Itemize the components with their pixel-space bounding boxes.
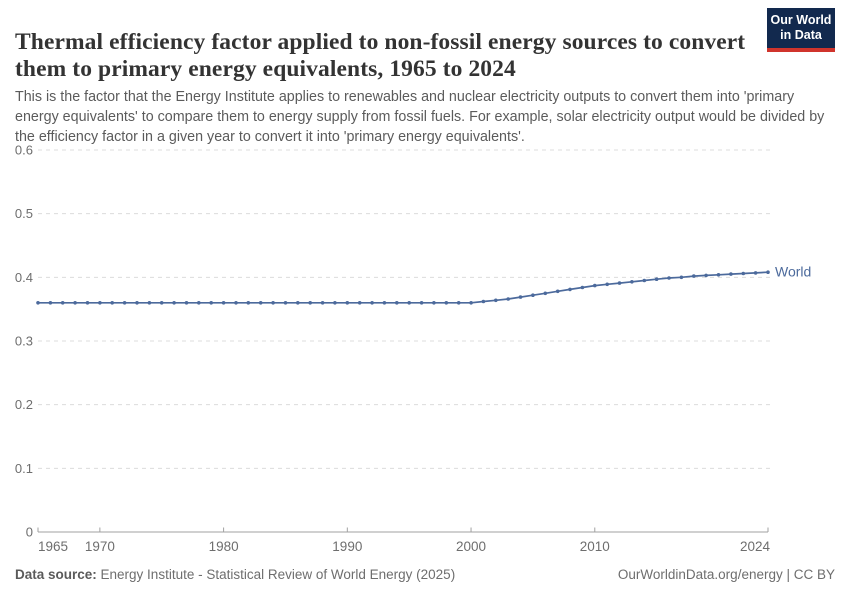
series-line-world[interactable]: [38, 271, 769, 304]
x-tick-label: 1965: [38, 539, 68, 554]
data-source-text: Energy Institute - Statistical Review of…: [96, 567, 456, 582]
x-tick-label: 1970: [85, 539, 115, 554]
data-source-label: Data source:: [15, 567, 97, 582]
x-tick-label: 1980: [209, 539, 239, 554]
x-tick-label: 2010: [580, 539, 610, 554]
series-markers-world: [36, 270, 770, 305]
y-tick-label: 0.3: [15, 334, 33, 349]
owid-logo-line2: in Data: [780, 28, 822, 42]
line-chart-area[interactable]: 0 0.1 0.2 0.3 0.4 0.5 0.6 1965 1970 1980 1990 2000 2…: [0, 140, 850, 560]
y-tick-label: 0: [26, 525, 33, 540]
data-source-note: Data source: Energy Institute - Statisti…: [15, 567, 455, 582]
y-tick-label: 0.2: [15, 397, 33, 412]
chart-subtitle: This is the factor that the Energy Insti…: [15, 89, 825, 145]
y-axis-labels: 0 0.1 0.2 0.3 0.4 0.5 0.6: [15, 143, 33, 540]
chart-footer: Data source: Energy Institute - Statisti…: [15, 567, 835, 582]
x-tick-label: 1990: [332, 539, 362, 554]
x-tick-label: 2024: [740, 539, 771, 554]
x-tick-label: 2000: [456, 539, 486, 554]
y-tick-label: 0.5: [15, 206, 33, 221]
y-tick-label: 0.1: [15, 461, 33, 476]
owid-logo[interactable]: Our World in Data: [767, 8, 835, 52]
x-axis: 1965 1970 1980 1990 2000 2010 2024: [37, 527, 771, 554]
page-title: Thermal efficiency factor applied to non…: [15, 28, 746, 83]
owid-logo-line1: Our World: [770, 12, 832, 27]
attribution-link[interactable]: OurWorldinData.org/energy | CC BY: [617, 567, 835, 582]
line-chart-svg[interactable]: 0 0.1 0.2 0.3 0.4 0.5 0.6 1965 1970 1980 1990 2000 2…: [0, 140, 850, 560]
y-tick-label: 0.4: [15, 270, 33, 285]
y-gridlines: [38, 149, 770, 469]
y-tick-label: 0.6: [15, 143, 33, 158]
series-end-label-world[interactable]: World: [775, 264, 811, 280]
